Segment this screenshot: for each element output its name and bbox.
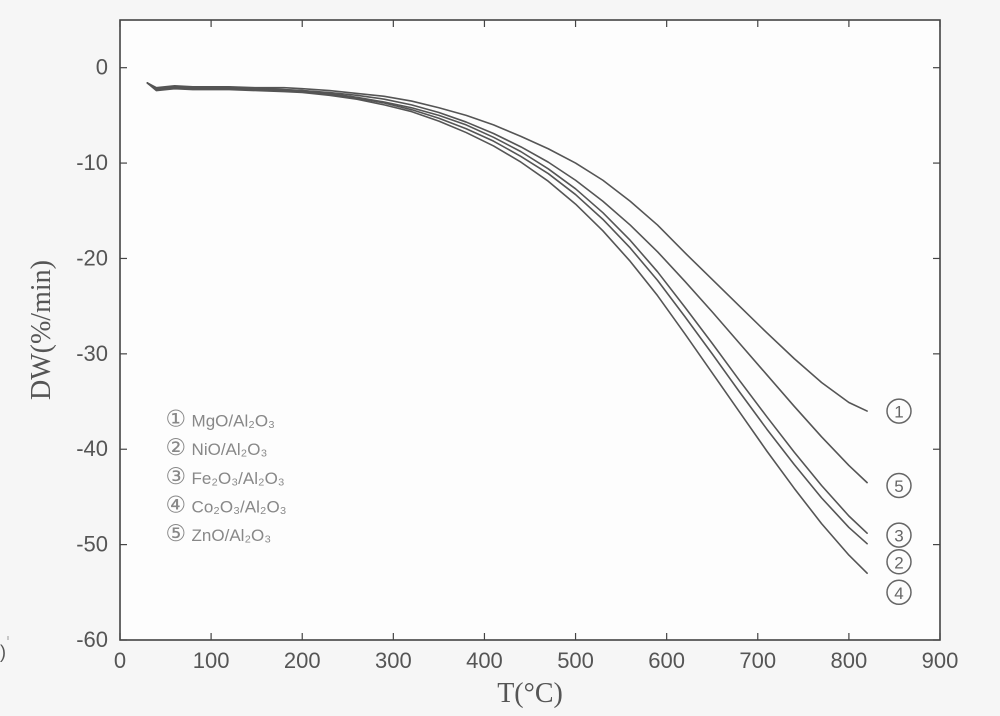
legend-marker: ②: [166, 434, 187, 460]
outer-left-paren: ): [0, 642, 6, 662]
end-marker-label: 4: [894, 584, 903, 603]
y-tick-label: -20: [76, 245, 108, 270]
x-axis-label: T(°C): [497, 678, 563, 709]
chart-container: 0 100 200 300 400 500 600 700 800 900 -60 -50 -40 -30…: [0, 0, 1000, 716]
y-tick-label: 0: [96, 55, 108, 80]
end-marker-label: 5: [894, 477, 903, 496]
x-tick-label: 800: [831, 648, 868, 673]
x-tick-label: 0: [114, 648, 126, 673]
x-tick-label: 100: [193, 648, 230, 673]
y-tick-label: -10: [76, 150, 108, 175]
x-tick-label: 200: [284, 648, 321, 673]
legend-item-label: MgO/Al₂O₃: [192, 412, 275, 431]
y-axis-label: DW(%/min): [26, 260, 57, 400]
x-tick-label: 600: [648, 648, 685, 673]
legend-marker: ⑤: [166, 520, 187, 546]
legend-item-label: NiO/Al₂O₃: [192, 440, 268, 459]
x-tick-label: 900: [922, 648, 959, 673]
legend-marker: ①: [166, 406, 187, 432]
chart-svg: 0 100 200 300 400 500 600 700 800 900 -60 -50 -40 -30…: [0, 0, 1000, 716]
y-tick-label: -30: [76, 341, 108, 366]
legend-marker: ④: [166, 491, 187, 517]
end-marker-label: 1: [894, 403, 903, 422]
end-marker-label: 3: [894, 527, 903, 546]
y-tick-label: -40: [76, 436, 108, 461]
end-marker-label: 2: [894, 553, 903, 572]
x-tick-label: 400: [466, 648, 503, 673]
y-tick-label: -60: [76, 627, 108, 652]
plot-bg: [120, 20, 940, 640]
y-tick-label: -50: [76, 532, 108, 557]
x-tick-label: 500: [557, 648, 594, 673]
x-tick-label: 300: [375, 648, 412, 673]
x-tick-label: 700: [739, 648, 776, 673]
legend-marker: ③: [166, 463, 187, 489]
legend-item-label: ZnO/Al₂O₃: [192, 526, 272, 545]
legend-item-label: Fe₂O₃/Al₂O₃: [192, 469, 285, 488]
legend-item-label: Co₂O₃/Al₂O₃: [192, 497, 287, 516]
